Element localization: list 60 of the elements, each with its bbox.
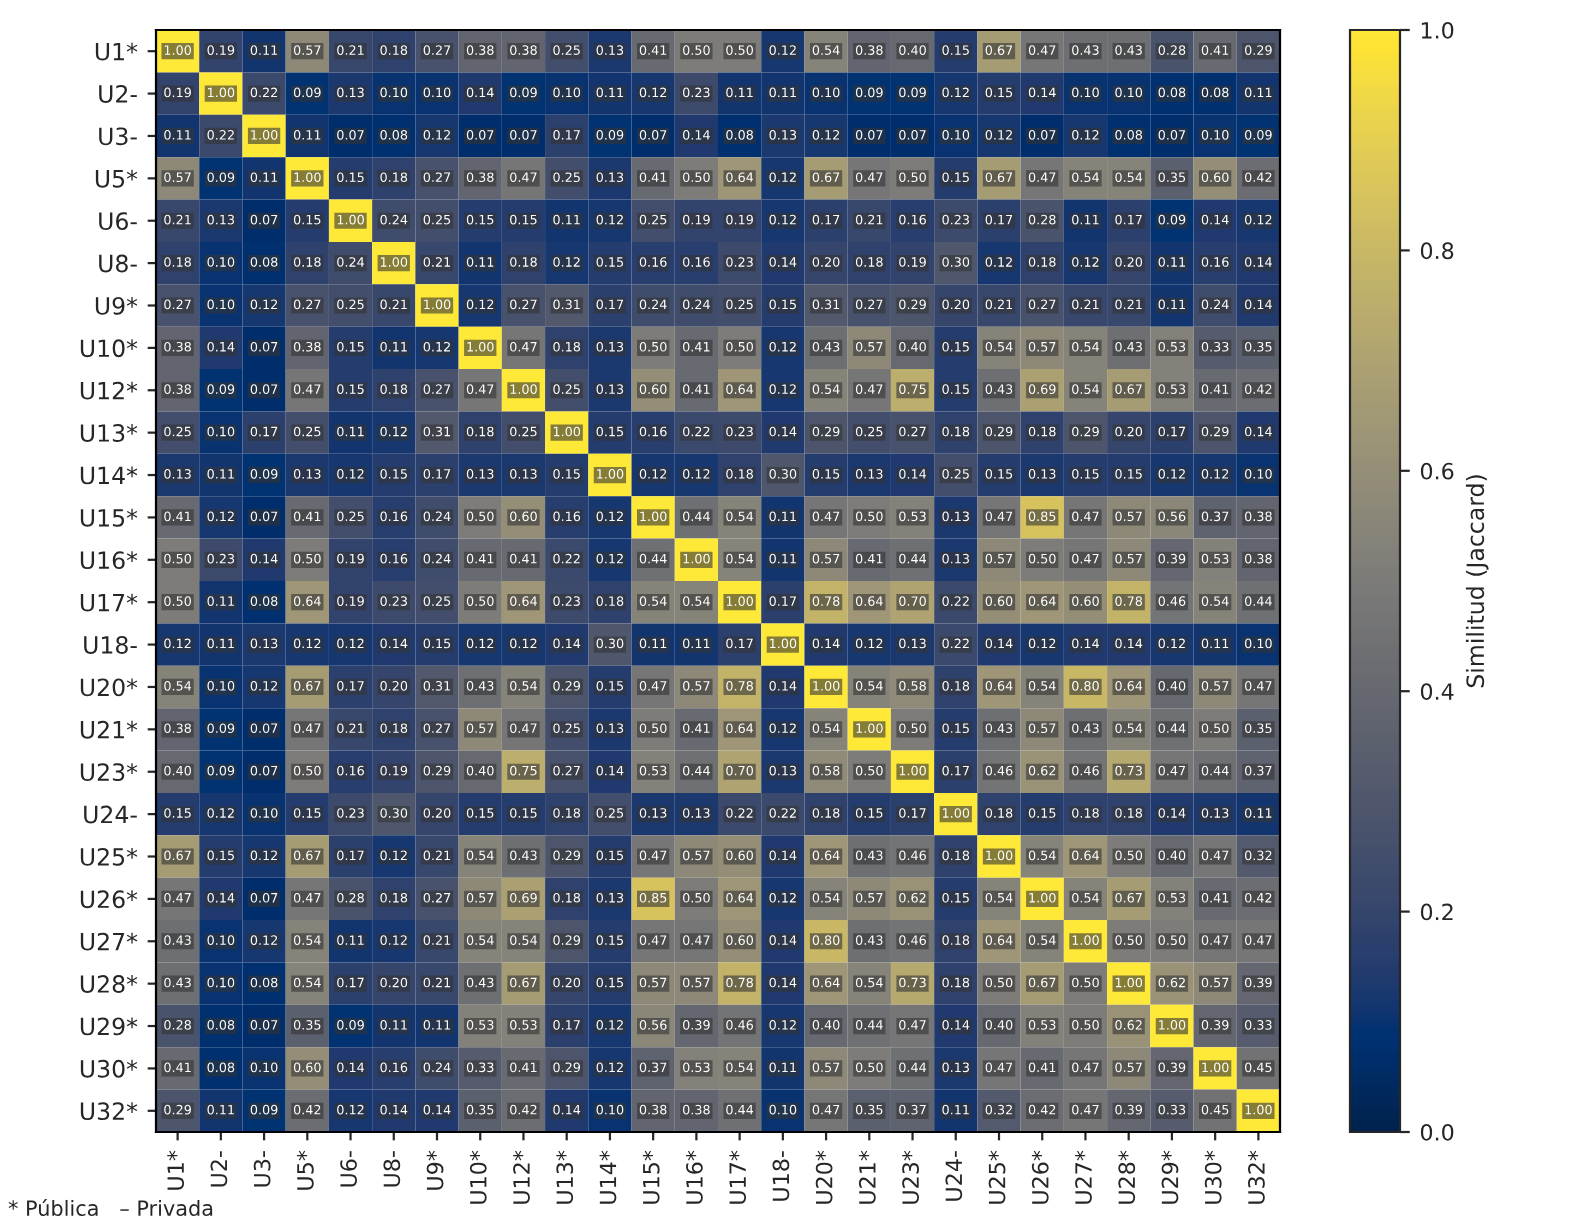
color-bar-label: 0.8 [1420, 242, 1454, 260]
x-tick-label: U26* [1031, 1150, 1049, 1204]
y-tick-label: U21* [80, 720, 138, 739]
x-tick-label: U23* [902, 1150, 919, 1204]
x-tick-label: U21* [858, 1150, 876, 1204]
x-tick-label: U3- [253, 1151, 271, 1187]
color-bar-label: 1.0 [1421, 21, 1454, 39]
y-tick-label: U5* [95, 169, 138, 188]
color-bar-label: 0.0 [1420, 1123, 1454, 1141]
y-tick-label: U13* [80, 424, 138, 442]
x-tick-label: U9* [426, 1150, 444, 1190]
y-tick-label: U25* [80, 847, 138, 866]
y-tick-label: U9* [95, 296, 138, 315]
y-tick-label: U15* [80, 508, 138, 527]
x-tick-label: U24- [945, 1151, 963, 1201]
x-tick-label: U32* [1248, 1150, 1265, 1204]
x-tick-label: U2- [210, 1151, 228, 1187]
x-tick-label: U30* [1204, 1150, 1222, 1204]
y-tick-label: U20* [80, 678, 138, 697]
y-tick-label: U26* [80, 890, 138, 909]
x-tick-label: U17* [729, 1150, 747, 1204]
x-tick-label: U25* [988, 1150, 1006, 1204]
color-bar-title: Similitud (Jaccard) [1465, 475, 1489, 688]
y-tick-label: U12* [80, 381, 138, 400]
y-tick-label: U14* [80, 466, 138, 485]
x-tick-label: U27* [1075, 1150, 1092, 1204]
y-tick-label: U16* [80, 551, 138, 570]
y-tick-label: U32* [80, 1102, 138, 1121]
y-tick-label: U24- [84, 805, 137, 824]
color-bar-label: 0.2 [1420, 903, 1453, 921]
x-tick-label: U28* [1118, 1150, 1136, 1204]
y-tick-label: U27* [80, 932, 138, 951]
y-tick-label: U30* [80, 1059, 138, 1078]
color-bar-label: 0.4 [1420, 683, 1454, 700]
y-tick-label: U6- [99, 212, 137, 231]
x-tick-label: U13* [556, 1150, 574, 1204]
y-tick-label: U3- [99, 127, 137, 146]
x-tick-label: U5* [296, 1150, 314, 1190]
y-tick-label: U17* [80, 593, 138, 612]
x-tick-label: U8- [383, 1151, 401, 1187]
color-bar-label: 0.6 [1420, 462, 1454, 480]
y-tick-label: U8- [99, 254, 137, 273]
x-tick-label: U1* [167, 1150, 185, 1190]
x-tick-label: U29* [1161, 1150, 1179, 1204]
x-tick-label: U14* [599, 1150, 617, 1204]
y-tick-label: U18- [84, 636, 137, 654]
x-tick-label: U10* [469, 1150, 487, 1204]
text: * Pública – Privada [8, 1199, 213, 1217]
x-tick-label: U18- [772, 1151, 790, 1201]
y-tick-label: U29* [80, 1017, 138, 1036]
x-tick-label: U6- [340, 1151, 357, 1187]
y-tick-label: U28* [80, 975, 138, 993]
x-tick-label: U16* [686, 1150, 703, 1204]
y-tick-label: U2- [99, 85, 137, 103]
y-tick-label: U10* [80, 339, 138, 358]
y-tick-label: U23* [80, 763, 138, 782]
x-tick-label: U15* [642, 1150, 660, 1204]
y-tick-label: U1* [95, 42, 138, 61]
x-tick-label: U20* [815, 1150, 833, 1204]
x-tick-label: U12* [513, 1150, 530, 1204]
